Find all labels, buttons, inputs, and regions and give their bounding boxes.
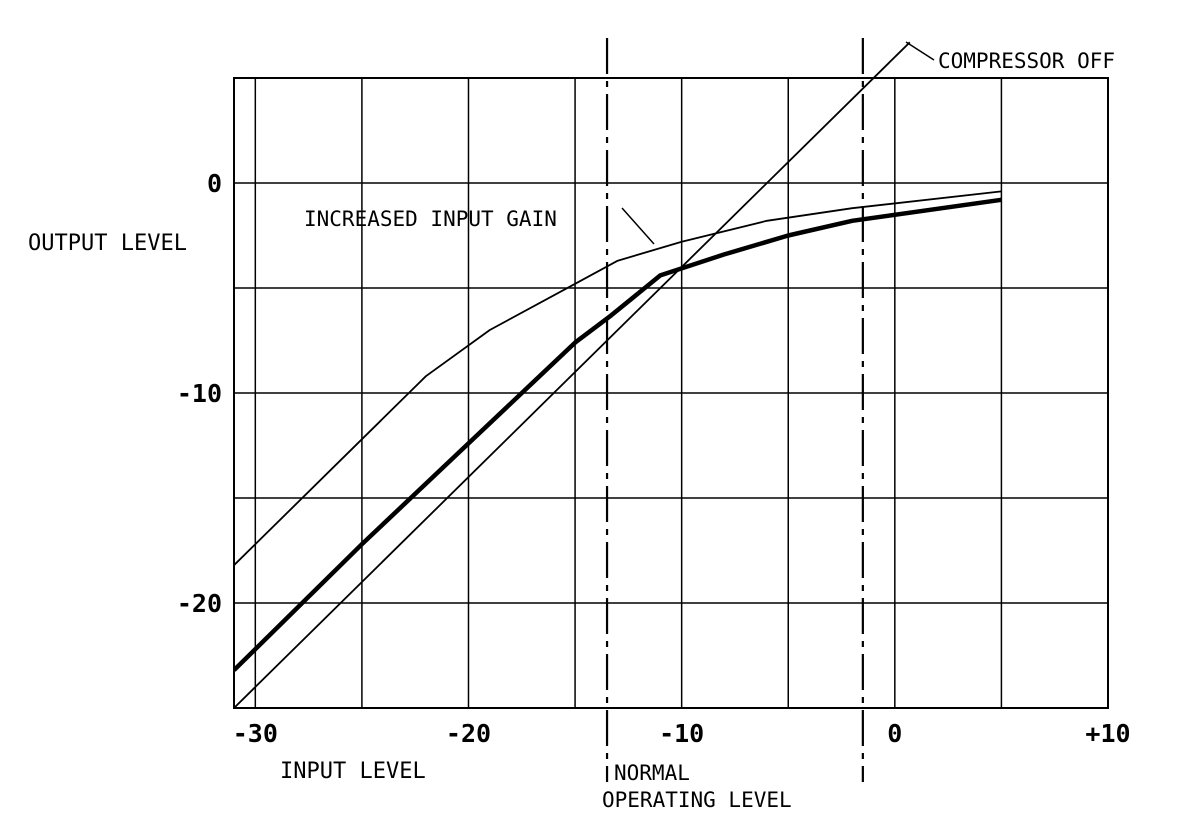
normal-level-label-line-1: NORMAL	[614, 761, 690, 785]
normal-level-label-line-2: OPERATING LEVEL	[602, 788, 792, 812]
x-tick-label: -10	[659, 719, 704, 748]
x-tick-label: 0	[887, 719, 902, 748]
y-tick-label: -20	[177, 589, 222, 618]
reference-lines	[605, 38, 864, 782]
increased-gain-leader	[621, 207, 655, 245]
x-tick-label: -30	[233, 719, 278, 748]
series-normal-line	[234, 197, 1002, 672]
x-tick-label: +10	[1085, 719, 1130, 748]
y-axis-label: OUTPUT LEVEL	[28, 231, 187, 256]
plot-frame	[233, 77, 1109, 709]
x-tick-label: -20	[446, 719, 491, 748]
compressor-off-leader	[905, 41, 935, 61]
series-compressor-off-line	[234, 41, 911, 708]
series-increased-input-gain-line	[234, 190, 1002, 566]
series-group	[234, 41, 1002, 708]
y-tick-label: -10	[177, 379, 222, 408]
x-axis-label: INPUT LEVEL	[280, 759, 426, 784]
compressor-off-annotation: COMPRESSOR OFF	[938, 49, 1115, 73]
increased-gain-annotation: INCREASED INPUT GAIN	[304, 207, 557, 231]
y-tick-label: 0	[207, 169, 222, 198]
tick-labels: -30 -20 -10 0 +10 0 -10 -20	[177, 169, 1131, 748]
grid	[234, 77, 1108, 709]
